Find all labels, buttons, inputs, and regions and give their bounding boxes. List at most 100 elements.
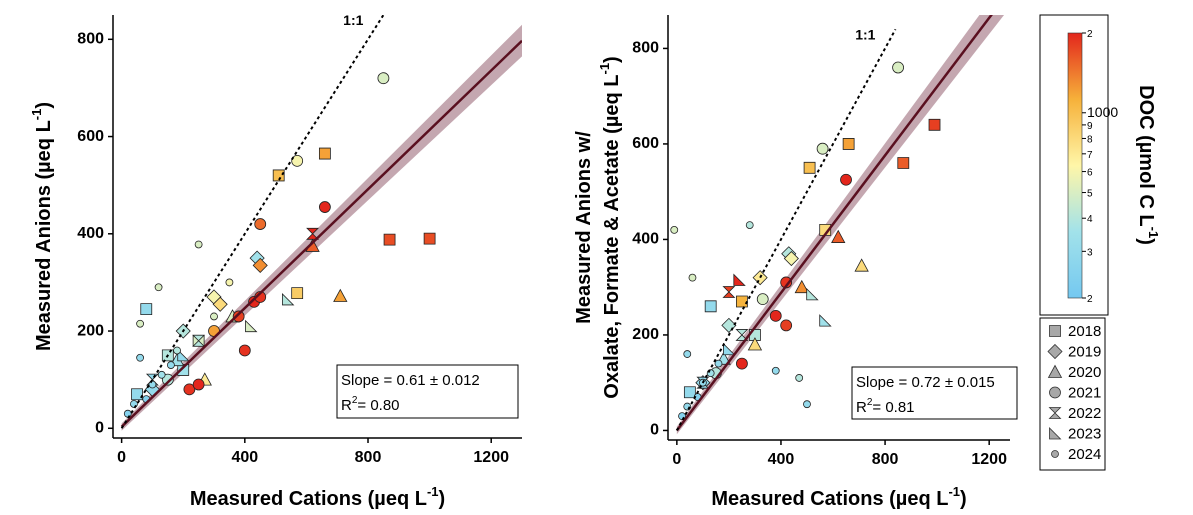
point bbox=[721, 317, 737, 333]
point bbox=[1049, 427, 1062, 440]
point bbox=[136, 319, 145, 328]
y-axis-title-text: Measured Anions (µeq L bbox=[33, 120, 55, 351]
r2-tail: = 0.81 bbox=[872, 399, 914, 416]
point bbox=[747, 337, 763, 351]
point bbox=[423, 232, 436, 245]
colorbar-tick-label: 2 bbox=[1087, 294, 1093, 305]
x-tick-label: 800 bbox=[872, 451, 899, 468]
colorbar-tick-label: 5 bbox=[1087, 189, 1093, 200]
y-tick-label: 600 bbox=[77, 128, 104, 145]
legend-label: 2024 bbox=[1068, 446, 1101, 463]
point bbox=[154, 283, 163, 292]
point bbox=[683, 402, 692, 411]
x-axis-title-text: Measured Cations (µeq L bbox=[711, 488, 948, 510]
stats-slope: Slope = 0.61 ± 0.012 bbox=[341, 372, 480, 389]
point bbox=[1047, 364, 1063, 378]
point bbox=[928, 118, 941, 131]
legend-label: 2020 bbox=[1068, 364, 1101, 381]
colorbar-tick-label: 7 bbox=[1087, 150, 1093, 161]
one-to-one-label: 1:1 bbox=[855, 26, 875, 42]
fit-line bbox=[675, 15, 993, 432]
stats-slope: Slope = 0.72 ± 0.015 bbox=[856, 374, 995, 391]
point bbox=[819, 314, 832, 327]
r2-base: R bbox=[856, 399, 867, 416]
colorbar-title-tail: ) bbox=[1135, 238, 1157, 245]
plot-area bbox=[120, 15, 522, 431]
colorbar-tick-label: 4 bbox=[1087, 214, 1093, 225]
point bbox=[232, 310, 245, 323]
x-tick-label: 400 bbox=[231, 449, 258, 466]
legend-label: 2019 bbox=[1068, 344, 1101, 361]
point bbox=[225, 278, 234, 287]
stats-r2: R2= 0.81 bbox=[856, 397, 915, 416]
point bbox=[892, 61, 904, 74]
point bbox=[291, 287, 304, 300]
point bbox=[769, 309, 782, 322]
fit-line bbox=[120, 39, 522, 428]
legend-label: 2022 bbox=[1068, 405, 1101, 422]
point bbox=[794, 279, 809, 294]
x-tick-label: 400 bbox=[768, 451, 795, 468]
one-to-one-label: 1:1 bbox=[343, 12, 363, 28]
colorbar-title-sup: -1 bbox=[1146, 227, 1161, 239]
point bbox=[756, 293, 769, 306]
legend-label: 2018 bbox=[1068, 323, 1101, 340]
point bbox=[736, 357, 748, 370]
plot-area bbox=[670, 15, 1005, 435]
x-axis-title-sup: -1 bbox=[948, 484, 960, 499]
point bbox=[897, 157, 910, 169]
point bbox=[803, 400, 811, 409]
point bbox=[291, 154, 304, 167]
colorbar-tick-label: 6 bbox=[1087, 168, 1093, 179]
point bbox=[254, 218, 267, 230]
point bbox=[1047, 343, 1063, 360]
point bbox=[383, 233, 396, 246]
point bbox=[1049, 325, 1061, 337]
x-axis-title: Measured Cations (µeq L-1) bbox=[190, 484, 445, 510]
x-tick-label: 0 bbox=[672, 451, 681, 468]
point bbox=[806, 287, 819, 301]
point bbox=[831, 229, 846, 243]
point bbox=[670, 225, 679, 234]
point bbox=[783, 250, 799, 267]
y-tick-label: 400 bbox=[77, 225, 104, 242]
point bbox=[333, 288, 348, 302]
colorbar-tick-label: 3 bbox=[1087, 247, 1093, 258]
point bbox=[167, 361, 175, 369]
point bbox=[272, 169, 285, 182]
point bbox=[173, 346, 181, 355]
point bbox=[795, 374, 804, 382]
point bbox=[780, 319, 793, 332]
y-axis-title: Measured Anions (µeq L-1) bbox=[29, 102, 55, 351]
point bbox=[318, 147, 331, 160]
legend-label: 2023 bbox=[1068, 426, 1101, 443]
point bbox=[282, 292, 295, 306]
point bbox=[183, 383, 196, 396]
y-tick-label: 200 bbox=[77, 322, 104, 339]
x-axis-title-tail: ) bbox=[960, 488, 967, 510]
x-axis-title: Measured Cations (µeq L-1) bbox=[711, 484, 966, 510]
point bbox=[683, 350, 692, 358]
x-tick-label: 1200 bbox=[473, 449, 509, 466]
point bbox=[683, 386, 696, 399]
colorbar-tick-label: 9 bbox=[1087, 121, 1093, 132]
stats-box bbox=[851, 366, 1018, 420]
r2-tail: = 0.80 bbox=[357, 397, 399, 414]
point bbox=[377, 72, 390, 85]
point bbox=[318, 201, 331, 213]
point bbox=[238, 344, 251, 357]
colorbar-title-text: DOC (µmol C L bbox=[1135, 85, 1157, 227]
x-tick-label: 800 bbox=[355, 449, 382, 466]
y-axis-title-tail: ) bbox=[33, 102, 55, 109]
y-axis-title: Oxalate, Formate & Acetate (µeq L-1) bbox=[597, 56, 623, 398]
point bbox=[722, 286, 736, 298]
y-tick-label: 600 bbox=[632, 135, 659, 152]
point bbox=[157, 370, 166, 379]
x-axis-title-text: Measured Cations (µeq L bbox=[190, 488, 427, 510]
point bbox=[706, 369, 715, 378]
x-tick-label: 1200 bbox=[971, 451, 1007, 468]
y-tick-label: 0 bbox=[650, 422, 659, 439]
point bbox=[771, 366, 780, 375]
stats-box bbox=[336, 364, 519, 419]
